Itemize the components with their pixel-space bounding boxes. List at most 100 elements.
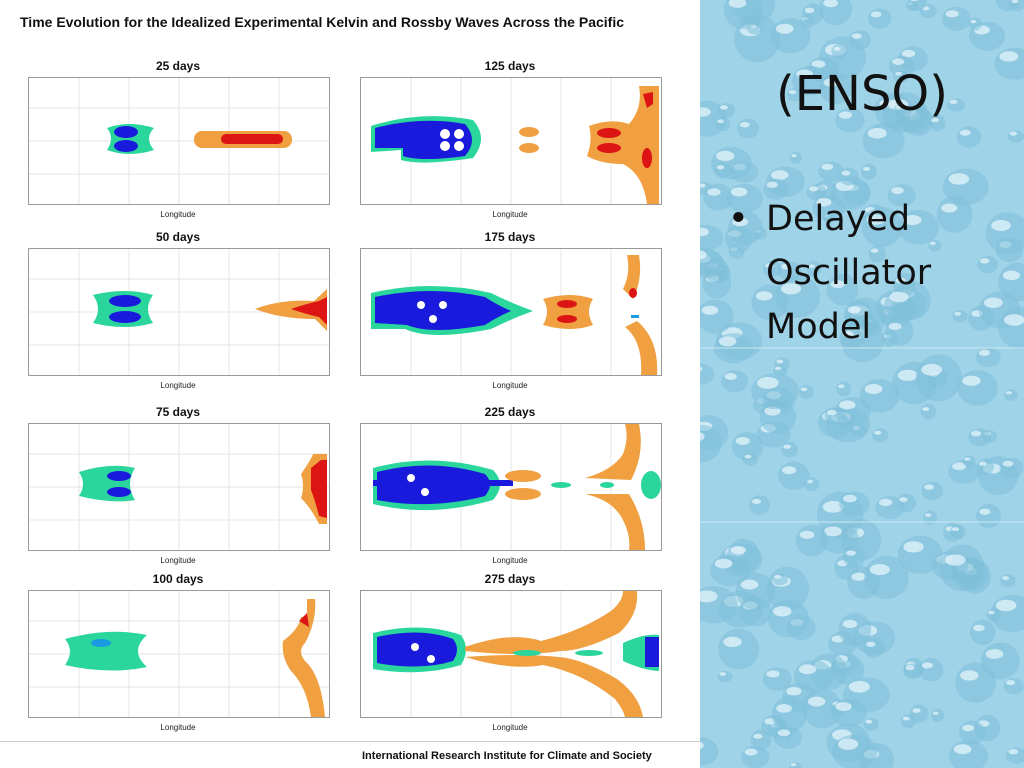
water-drop-highlight xyxy=(948,173,970,185)
panel-title-75: 75 days xyxy=(155,405,201,419)
water-drop xyxy=(872,428,889,443)
water-drop xyxy=(770,17,811,54)
bullet-dot: • xyxy=(728,199,749,239)
water-drop xyxy=(750,729,772,751)
water-drop-highlight xyxy=(979,258,990,264)
water-drop xyxy=(920,404,937,420)
water-drop-highlight xyxy=(949,99,958,105)
water-drop-highlight xyxy=(959,129,971,136)
water-drop-highlight xyxy=(899,497,908,502)
water-drop-highlight xyxy=(822,501,844,513)
water-drop xyxy=(723,0,763,30)
water-drop-highlight xyxy=(782,466,797,475)
water-drop-highlight xyxy=(895,71,902,76)
plot-25 xyxy=(28,77,330,205)
water-drop-highlight xyxy=(788,90,797,95)
water-drop-highlight xyxy=(753,733,763,739)
water-drop xyxy=(907,0,927,12)
water-drop-highlight xyxy=(921,662,933,669)
water-drop-highlight xyxy=(716,150,735,162)
water-drop-highlight xyxy=(999,51,1019,62)
water-drop-highlight xyxy=(728,0,747,8)
water-drop-highlight xyxy=(798,664,817,675)
water-drop-highlight xyxy=(895,105,902,109)
water-drop-highlight xyxy=(735,437,750,445)
plot-275 xyxy=(360,590,662,718)
water-drop xyxy=(867,8,892,29)
water-drop-highlight xyxy=(730,546,746,555)
water-drop-highlight xyxy=(984,297,1003,308)
water-drop-highlight xyxy=(922,407,930,411)
water-drop xyxy=(795,524,828,557)
water-drop-highlight xyxy=(1002,460,1014,467)
water-drop xyxy=(999,457,1024,479)
water-drop-highlight xyxy=(912,708,921,713)
water-drop xyxy=(957,370,998,406)
water-drop xyxy=(838,167,859,186)
water-drop xyxy=(700,737,719,766)
water-drop-highlight xyxy=(719,672,727,676)
rossby-wave xyxy=(79,465,135,502)
water-drop-highlight xyxy=(945,554,966,566)
water-drop-highlight xyxy=(1011,0,1019,4)
water-drop-highlight xyxy=(973,624,985,632)
x-axis-label: Longitude xyxy=(160,556,196,565)
water-drop xyxy=(793,659,833,693)
water-drop-highlight xyxy=(865,719,873,724)
water-drop-highlight xyxy=(700,366,703,372)
water-drop-highlight xyxy=(848,680,870,693)
water-drop xyxy=(839,491,870,517)
water-drop-highlight xyxy=(903,214,922,226)
water-drop xyxy=(969,619,996,646)
water-drop xyxy=(968,17,982,31)
water-drop-highlight xyxy=(783,444,791,449)
water-drop-highlight xyxy=(865,641,876,647)
water-drop-highlight xyxy=(774,366,782,371)
water-drop xyxy=(717,103,736,118)
water-drop-highlight xyxy=(1002,576,1010,580)
water-drop xyxy=(900,714,917,729)
water-drop-highlight xyxy=(816,198,832,207)
water-drop xyxy=(939,544,985,592)
water-drop-highlight xyxy=(700,227,709,237)
water-drop xyxy=(1004,389,1018,401)
water-drop-highlight xyxy=(776,703,792,713)
credit-divider xyxy=(0,741,700,742)
kelvin-wave xyxy=(585,424,641,480)
water-drop-highlight xyxy=(700,590,718,603)
water-drop-highlight xyxy=(774,574,782,579)
water-drop-highlight xyxy=(988,610,995,615)
water-drop-highlight xyxy=(773,606,792,617)
plot-225 xyxy=(360,423,662,551)
water-drop xyxy=(923,510,938,525)
water-drop-highlight xyxy=(924,484,934,490)
water-drop-highlight xyxy=(701,305,719,315)
water-drop-highlight xyxy=(892,58,905,65)
water-drop xyxy=(942,6,971,31)
water-drop-highlight xyxy=(791,154,797,158)
water-drop-highlight xyxy=(766,670,780,678)
water-drop-highlight xyxy=(838,111,853,119)
water-drop-highlight xyxy=(777,729,791,737)
water-drop xyxy=(955,662,997,703)
water-drop xyxy=(789,151,802,164)
water-drop-highlight xyxy=(780,283,802,295)
water-drop xyxy=(896,493,916,513)
water-drop-highlight xyxy=(716,165,725,170)
water-drop xyxy=(956,126,982,148)
water-drop xyxy=(737,118,760,139)
water-drop-highlight xyxy=(739,121,750,128)
water-drop-highlight xyxy=(723,636,742,648)
water-drop-highlight xyxy=(952,527,960,532)
water-drop xyxy=(717,670,733,683)
water-drop xyxy=(976,458,994,475)
water-drop xyxy=(986,608,1001,622)
water-drop-highlight xyxy=(790,763,797,767)
water-drop-highlight xyxy=(889,291,909,303)
water-drop-highlight xyxy=(1008,748,1019,755)
water-drop-highlight xyxy=(866,214,885,225)
water-drop-highlight xyxy=(847,306,861,314)
water-drop-highlight xyxy=(1003,314,1024,326)
water-drop xyxy=(721,370,749,393)
kelvin-wave xyxy=(255,289,327,331)
